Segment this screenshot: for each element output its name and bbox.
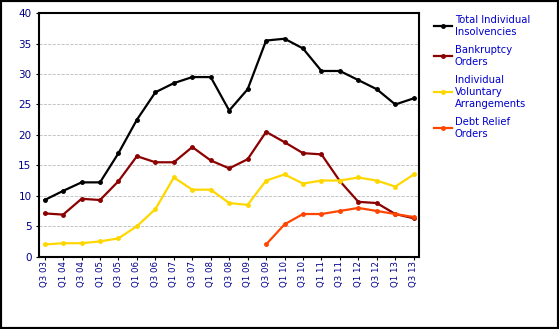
- Individual
Voluntary
Arrangements: [263, 179, 269, 183]
- Total Individual
Insolvencies: [226, 109, 233, 113]
- Individual
Voluntary
Arrangements: [207, 188, 214, 191]
- Line: Individual
Voluntary
Arrangements: Individual Voluntary Arrangements: [43, 173, 415, 246]
- Total Individual
Insolvencies: [318, 69, 325, 73]
- Total Individual
Insolvencies: [60, 189, 67, 193]
- Bankruptcy
Orders: [115, 179, 122, 183]
- Total Individual
Insolvencies: [281, 37, 288, 41]
- Individual
Voluntary
Arrangements: [281, 172, 288, 176]
- Total Individual
Insolvencies: [207, 75, 214, 79]
- Debt Relief
Orders: [281, 222, 288, 226]
- Bankruptcy
Orders: [41, 212, 48, 215]
- Total Individual
Insolvencies: [78, 180, 85, 184]
- Total Individual
Insolvencies: [134, 118, 140, 122]
- Bankruptcy
Orders: [373, 201, 380, 205]
- Line: Total Individual
Insolvencies: Total Individual Insolvencies: [43, 37, 415, 202]
- Debt Relief
Orders: [318, 212, 325, 216]
- Total Individual
Insolvencies: [244, 87, 251, 91]
- Debt Relief
Orders: [263, 242, 269, 246]
- Individual
Voluntary
Arrangements: [170, 176, 177, 180]
- Individual
Voluntary
Arrangements: [60, 241, 67, 245]
- Debt Relief
Orders: [373, 209, 380, 213]
- Total Individual
Insolvencies: [115, 151, 122, 155]
- Individual
Voluntary
Arrangements: [226, 201, 233, 205]
- Legend: Total Individual
Insolvencies, Bankruptcy
Orders, Individual
Voluntary
Arrangeme: Total Individual Insolvencies, Bankruptc…: [432, 13, 532, 141]
- Total Individual
Insolvencies: [300, 46, 306, 50]
- Bankruptcy
Orders: [281, 140, 288, 144]
- Bankruptcy
Orders: [337, 179, 343, 183]
- Bankruptcy
Orders: [263, 130, 269, 134]
- Individual
Voluntary
Arrangements: [337, 179, 343, 183]
- Total Individual
Insolvencies: [189, 75, 196, 79]
- Debt Relief
Orders: [337, 209, 343, 213]
- Total Individual
Insolvencies: [97, 180, 103, 184]
- Bankruptcy
Orders: [189, 145, 196, 149]
- Individual
Voluntary
Arrangements: [373, 179, 380, 183]
- Bankruptcy
Orders: [78, 197, 85, 201]
- Individual
Voluntary
Arrangements: [392, 185, 399, 189]
- Bankruptcy
Orders: [300, 151, 306, 155]
- Bankruptcy
Orders: [170, 160, 177, 164]
- Total Individual
Insolvencies: [263, 38, 269, 42]
- Individual
Voluntary
Arrangements: [41, 242, 48, 246]
- Individual
Voluntary
Arrangements: [410, 172, 417, 176]
- Total Individual
Insolvencies: [41, 198, 48, 202]
- Total Individual
Insolvencies: [392, 103, 399, 107]
- Bankruptcy
Orders: [152, 160, 159, 164]
- Total Individual
Insolvencies: [152, 90, 159, 94]
- Debt Relief
Orders: [300, 212, 306, 216]
- Individual
Voluntary
Arrangements: [97, 240, 103, 243]
- Debt Relief
Orders: [355, 206, 362, 210]
- Individual
Voluntary
Arrangements: [78, 241, 85, 245]
- Bankruptcy
Orders: [226, 166, 233, 170]
- Total Individual
Insolvencies: [373, 87, 380, 91]
- Individual
Voluntary
Arrangements: [355, 176, 362, 180]
- Bankruptcy
Orders: [207, 159, 214, 163]
- Individual
Voluntary
Arrangements: [152, 207, 159, 211]
- Individual
Voluntary
Arrangements: [189, 188, 196, 191]
- Bankruptcy
Orders: [410, 216, 417, 220]
- Individual
Voluntary
Arrangements: [244, 203, 251, 207]
- Total Individual
Insolvencies: [337, 69, 343, 73]
- Line: Debt Relief
Orders: Debt Relief Orders: [264, 206, 415, 246]
- Bankruptcy
Orders: [392, 212, 399, 216]
- Bankruptcy
Orders: [134, 154, 140, 158]
- Debt Relief
Orders: [410, 215, 417, 219]
- Bankruptcy
Orders: [244, 157, 251, 161]
- Bankruptcy
Orders: [97, 198, 103, 202]
- Bankruptcy
Orders: [60, 213, 67, 216]
- Individual
Voluntary
Arrangements: [134, 224, 140, 228]
- Total Individual
Insolvencies: [410, 96, 417, 100]
- Debt Relief
Orders: [392, 212, 399, 216]
- Individual
Voluntary
Arrangements: [300, 182, 306, 186]
- Individual
Voluntary
Arrangements: [115, 236, 122, 240]
- Individual
Voluntary
Arrangements: [318, 179, 325, 183]
- Bankruptcy
Orders: [355, 200, 362, 204]
- Total Individual
Insolvencies: [355, 78, 362, 82]
- Total Individual
Insolvencies: [170, 81, 177, 85]
- Bankruptcy
Orders: [318, 152, 325, 156]
- Line: Bankruptcy
Orders: Bankruptcy Orders: [43, 130, 415, 220]
